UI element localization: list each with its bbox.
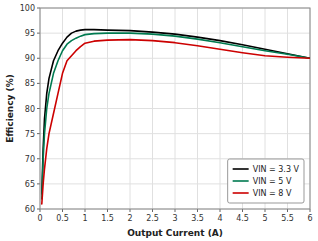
background [0, 0, 318, 241]
x-tick-label: 5 [262, 214, 267, 223]
legend-label: VIN = 8 V [253, 189, 292, 198]
chart: 0 0.5 1 1.5 2 2.5 3 3.5 4 4.5 5 5.5 6 60 65 70 75 80 85 90 9… [0, 0, 318, 241]
series-line [42, 40, 310, 204]
x-tick-label: 1 [82, 214, 87, 223]
y-tick-label: 60 [25, 205, 35, 214]
legend: VIN = 3.3 V VIN = 5 V VIN = 8 V [228, 159, 304, 203]
legend-swatch [233, 168, 249, 170]
y-tick-label: 90 [25, 54, 35, 63]
x-tick-label: 5.5 [281, 214, 294, 223]
y-tick-label: 75 [25, 130, 35, 139]
grid [40, 8, 310, 209]
legend-swatch [233, 180, 249, 182]
axes: 0 0.5 1 1.5 2 2.5 3 3.5 4 4.5 5 5.5 6 60 65 70 75 80 85 90 9… [20, 4, 313, 223]
x-tick-label: 0.5 [56, 214, 69, 223]
y-grid-line [40, 133, 310, 134]
y-tick-label: 80 [25, 105, 35, 114]
x-tick-label: 2 [127, 214, 132, 223]
x-axis-label: Output Current (A) [127, 228, 223, 238]
y-grid-line [40, 58, 310, 59]
y-tick-label: 70 [25, 155, 35, 164]
y-axis-label: Efficiency (%) [5, 74, 15, 143]
x-tick-label: 4 [217, 214, 222, 223]
y-grid-line [40, 83, 310, 84]
legend-swatch [233, 192, 249, 194]
y-tick-label: 100 [20, 4, 35, 13]
y-grid-line [40, 108, 310, 109]
x-tick-label: 3 [172, 214, 177, 223]
y-tick-label: 85 [25, 79, 35, 88]
x-tick-label: 1.5 [101, 214, 114, 223]
plot-frame [40, 8, 310, 209]
series-line [42, 30, 310, 194]
x-tick-label: 0 [37, 214, 42, 223]
y-tick-label: 65 [25, 180, 35, 189]
x-tick-label: 2.5 [146, 214, 159, 223]
y-tick-label: 95 [25, 29, 35, 38]
legend-label: VIN = 5 V [253, 177, 292, 186]
legend-label: VIN = 3.3 V [253, 165, 300, 174]
series-lines [42, 30, 310, 204]
legend-box [228, 159, 304, 203]
x-tick-label: 3.5 [191, 214, 204, 223]
x-tick-label: 6 [307, 214, 312, 223]
x-tick-label: 4.5 [236, 214, 249, 223]
